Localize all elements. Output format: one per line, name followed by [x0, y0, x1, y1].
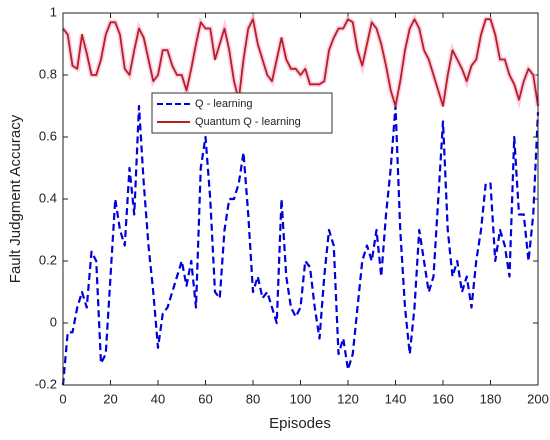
- y-tick-label: 0: [50, 314, 57, 329]
- x-tick-label: 80: [246, 391, 260, 406]
- y-tick-label: 0.2: [39, 252, 57, 267]
- y-tick-label: 0.8: [39, 66, 57, 81]
- x-tick-label: 120: [337, 391, 359, 406]
- x-tick-label: 0: [59, 391, 66, 406]
- series-line: [62, 18, 539, 107]
- x-tick-label: 20: [103, 391, 117, 406]
- x-tick-label: 100: [290, 391, 312, 406]
- x-tick-label: 60: [198, 391, 212, 406]
- x-tick-label: 40: [151, 391, 165, 406]
- x-axis-label: Episodes: [269, 415, 331, 432]
- x-tick-label: 180: [480, 391, 502, 406]
- y-tick-label: 1: [50, 4, 57, 19]
- x-tick-label: 200: [527, 391, 549, 406]
- legend-label: Quantum Q - learning: [195, 116, 301, 128]
- y-tick-label: 0.6: [39, 128, 57, 143]
- x-tick-label: 140: [385, 391, 407, 406]
- plot-frame: [62, 12, 539, 386]
- y-tick-label: -0.2: [35, 376, 57, 391]
- y-tick-label: 0.4: [39, 190, 57, 205]
- y-axis-label: Fault Judgment Accuracy: [7, 114, 24, 283]
- series-line: [61, 104, 540, 386]
- legend-box: [151, 92, 333, 134]
- legend-label: Q - learning: [195, 98, 252, 110]
- x-tick-label: 160: [432, 391, 454, 406]
